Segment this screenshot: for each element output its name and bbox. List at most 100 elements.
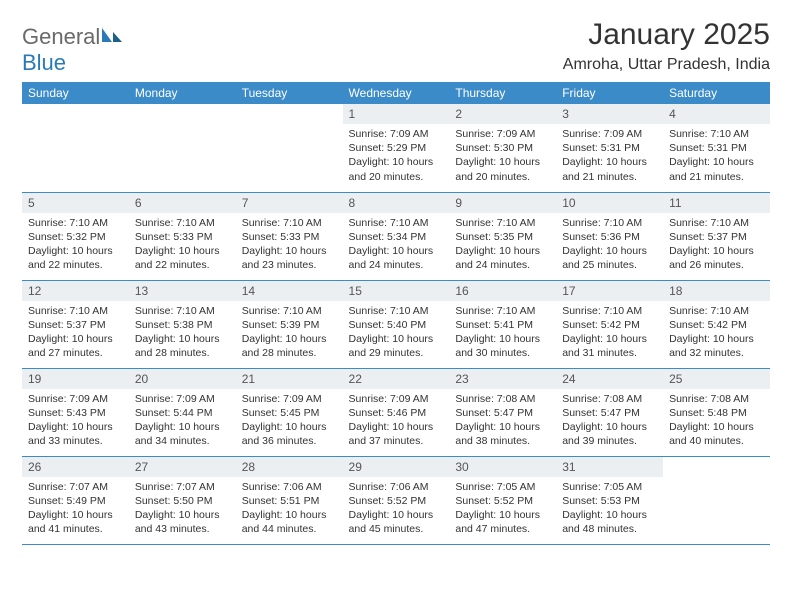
calendar-day: 5Sunrise: 7:10 AMSunset: 5:32 PMDaylight…: [22, 192, 129, 280]
daylight-text: Daylight: 10 hours and 33 minutes.: [28, 420, 123, 448]
day-content: Sunrise: 7:08 AMSunset: 5:48 PMDaylight:…: [663, 389, 770, 453]
sunrise-text: Sunrise: 7:08 AM: [455, 392, 550, 406]
sunset-text: Sunset: 5:35 PM: [455, 230, 550, 244]
day-number: [663, 457, 770, 463]
sunset-text: Sunset: 5:33 PM: [135, 230, 230, 244]
day-content: Sunrise: 7:09 AMSunset: 5:30 PMDaylight:…: [449, 124, 556, 188]
logo-blue: Blue: [22, 50, 66, 75]
daylight-text: Daylight: 10 hours and 36 minutes.: [242, 420, 337, 448]
daylight-text: Daylight: 10 hours and 20 minutes.: [349, 155, 444, 183]
sunset-text: Sunset: 5:41 PM: [455, 318, 550, 332]
calendar-day: 21Sunrise: 7:09 AMSunset: 5:45 PMDayligh…: [236, 368, 343, 456]
sunset-text: Sunset: 5:32 PM: [28, 230, 123, 244]
calendar-day: 12Sunrise: 7:10 AMSunset: 5:37 PMDayligh…: [22, 280, 129, 368]
sunrise-text: Sunrise: 7:09 AM: [562, 127, 657, 141]
daylight-text: Daylight: 10 hours and 29 minutes.: [349, 332, 444, 360]
sunset-text: Sunset: 5:52 PM: [455, 494, 550, 508]
day-content: Sunrise: 7:10 AMSunset: 5:42 PMDaylight:…: [556, 301, 663, 365]
sunset-text: Sunset: 5:47 PM: [455, 406, 550, 420]
day-content: Sunrise: 7:09 AMSunset: 5:31 PMDaylight:…: [556, 124, 663, 188]
daylight-text: Daylight: 10 hours and 21 minutes.: [562, 155, 657, 183]
weekday-header: Sunday: [22, 82, 129, 104]
day-number: 10: [556, 193, 663, 213]
daylight-text: Daylight: 10 hours and 27 minutes.: [28, 332, 123, 360]
day-number: [22, 104, 129, 110]
sunrise-text: Sunrise: 7:10 AM: [562, 216, 657, 230]
calendar-week: 12Sunrise: 7:10 AMSunset: 5:37 PMDayligh…: [22, 280, 770, 368]
logo-sail-icon: [100, 24, 124, 49]
calendar-day: 24Sunrise: 7:08 AMSunset: 5:47 PMDayligh…: [556, 368, 663, 456]
calendar-day: [129, 104, 236, 192]
day-number: 28: [236, 457, 343, 477]
sunset-text: Sunset: 5:47 PM: [562, 406, 657, 420]
sunrise-text: Sunrise: 7:10 AM: [242, 304, 337, 318]
daylight-text: Daylight: 10 hours and 28 minutes.: [135, 332, 230, 360]
day-content: Sunrise: 7:10 AMSunset: 5:37 PMDaylight:…: [22, 301, 129, 365]
calendar-day: [663, 456, 770, 544]
daylight-text: Daylight: 10 hours and 21 minutes.: [669, 155, 764, 183]
sunset-text: Sunset: 5:30 PM: [455, 141, 550, 155]
day-number: 9: [449, 193, 556, 213]
sunrise-text: Sunrise: 7:09 AM: [455, 127, 550, 141]
calendar-day: [236, 104, 343, 192]
calendar-day: 3Sunrise: 7:09 AMSunset: 5:31 PMDaylight…: [556, 104, 663, 192]
day-content: Sunrise: 7:10 AMSunset: 5:38 PMDaylight:…: [129, 301, 236, 365]
day-number: 19: [22, 369, 129, 389]
daylight-text: Daylight: 10 hours and 31 minutes.: [562, 332, 657, 360]
daylight-text: Daylight: 10 hours and 26 minutes.: [669, 244, 764, 272]
day-number: 18: [663, 281, 770, 301]
sunset-text: Sunset: 5:34 PM: [349, 230, 444, 244]
weekday-row: SundayMondayTuesdayWednesdayThursdayFrid…: [22, 82, 770, 104]
day-content: Sunrise: 7:10 AMSunset: 5:42 PMDaylight:…: [663, 301, 770, 365]
daylight-text: Daylight: 10 hours and 20 minutes.: [455, 155, 550, 183]
calendar-day: 14Sunrise: 7:10 AMSunset: 5:39 PMDayligh…: [236, 280, 343, 368]
calendar-head: SundayMondayTuesdayWednesdayThursdayFrid…: [22, 82, 770, 104]
day-number: [129, 104, 236, 110]
daylight-text: Daylight: 10 hours and 45 minutes.: [349, 508, 444, 536]
sunrise-text: Sunrise: 7:05 AM: [562, 480, 657, 494]
day-content: Sunrise: 7:09 AMSunset: 5:45 PMDaylight:…: [236, 389, 343, 453]
sunset-text: Sunset: 5:43 PM: [28, 406, 123, 420]
day-number: 2: [449, 104, 556, 124]
sunrise-text: Sunrise: 7:09 AM: [135, 392, 230, 406]
sunset-text: Sunset: 5:50 PM: [135, 494, 230, 508]
day-number: 31: [556, 457, 663, 477]
sunset-text: Sunset: 5:40 PM: [349, 318, 444, 332]
calendar-day: 17Sunrise: 7:10 AMSunset: 5:42 PMDayligh…: [556, 280, 663, 368]
calendar-day: 18Sunrise: 7:10 AMSunset: 5:42 PMDayligh…: [663, 280, 770, 368]
day-content: Sunrise: 7:07 AMSunset: 5:49 PMDaylight:…: [22, 477, 129, 541]
daylight-text: Daylight: 10 hours and 34 minutes.: [135, 420, 230, 448]
sunset-text: Sunset: 5:49 PM: [28, 494, 123, 508]
sunset-text: Sunset: 5:37 PM: [669, 230, 764, 244]
calendar-week: 19Sunrise: 7:09 AMSunset: 5:43 PMDayligh…: [22, 368, 770, 456]
day-number: 22: [343, 369, 450, 389]
day-content: Sunrise: 7:10 AMSunset: 5:36 PMDaylight:…: [556, 213, 663, 277]
sunrise-text: Sunrise: 7:10 AM: [669, 216, 764, 230]
day-number: 23: [449, 369, 556, 389]
day-number: 27: [129, 457, 236, 477]
day-content: Sunrise: 7:07 AMSunset: 5:50 PMDaylight:…: [129, 477, 236, 541]
day-number: 11: [663, 193, 770, 213]
day-content: Sunrise: 7:06 AMSunset: 5:52 PMDaylight:…: [343, 477, 450, 541]
day-content: Sunrise: 7:10 AMSunset: 5:33 PMDaylight:…: [236, 213, 343, 277]
day-content: Sunrise: 7:06 AMSunset: 5:51 PMDaylight:…: [236, 477, 343, 541]
sunrise-text: Sunrise: 7:10 AM: [28, 216, 123, 230]
sunset-text: Sunset: 5:38 PM: [135, 318, 230, 332]
sunrise-text: Sunrise: 7:09 AM: [242, 392, 337, 406]
sunrise-text: Sunrise: 7:08 AM: [562, 392, 657, 406]
calendar-day: 1Sunrise: 7:09 AMSunset: 5:29 PMDaylight…: [343, 104, 450, 192]
sunset-text: Sunset: 5:52 PM: [349, 494, 444, 508]
daylight-text: Daylight: 10 hours and 48 minutes.: [562, 508, 657, 536]
weekday-header: Monday: [129, 82, 236, 104]
sunrise-text: Sunrise: 7:05 AM: [455, 480, 550, 494]
sunset-text: Sunset: 5:31 PM: [562, 141, 657, 155]
calendar-day: 22Sunrise: 7:09 AMSunset: 5:46 PMDayligh…: [343, 368, 450, 456]
daylight-text: Daylight: 10 hours and 41 minutes.: [28, 508, 123, 536]
day-number: [236, 104, 343, 110]
sunrise-text: Sunrise: 7:10 AM: [135, 216, 230, 230]
day-number: 26: [22, 457, 129, 477]
day-content: Sunrise: 7:09 AMSunset: 5:29 PMDaylight:…: [343, 124, 450, 188]
weekday-header: Saturday: [663, 82, 770, 104]
day-content: Sunrise: 7:10 AMSunset: 5:32 PMDaylight:…: [22, 213, 129, 277]
calendar-day: 25Sunrise: 7:08 AMSunset: 5:48 PMDayligh…: [663, 368, 770, 456]
